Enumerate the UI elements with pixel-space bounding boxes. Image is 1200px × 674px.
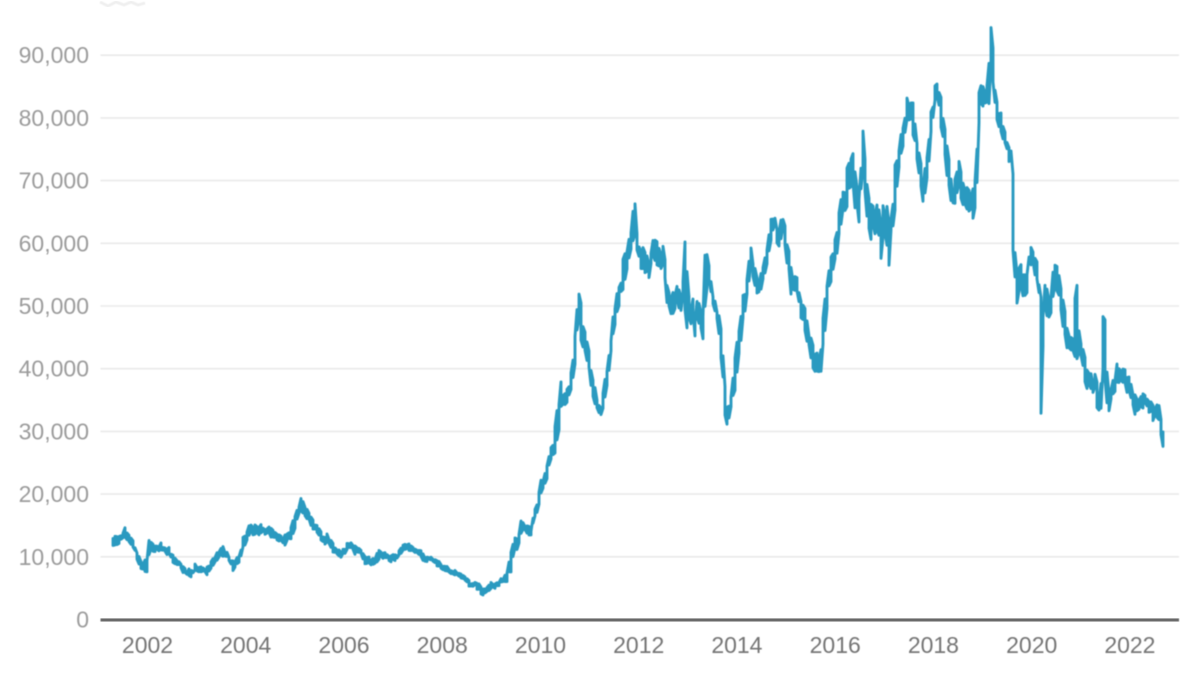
svg-text:70,000: 70,000 <box>19 168 89 194</box>
svg-text:60,000: 60,000 <box>19 230 89 256</box>
svg-text:2016: 2016 <box>810 632 861 658</box>
svg-text:90,000: 90,000 <box>19 42 89 68</box>
svg-text:10,000: 10,000 <box>19 544 89 570</box>
svg-text:2018: 2018 <box>908 632 959 658</box>
svg-text:2022: 2022 <box>1104 632 1155 658</box>
svg-text:2010: 2010 <box>515 632 566 658</box>
svg-text:20,000: 20,000 <box>19 481 89 507</box>
svg-text:2014: 2014 <box>711 632 762 658</box>
svg-text:2020: 2020 <box>1006 632 1057 658</box>
svg-text:2004: 2004 <box>220 632 271 658</box>
svg-text:0: 0 <box>76 607 89 633</box>
svg-text:2006: 2006 <box>318 632 369 658</box>
svg-text:50,000: 50,000 <box>19 293 89 319</box>
svg-text:2002: 2002 <box>122 632 173 658</box>
svg-text:2012: 2012 <box>613 632 664 658</box>
svg-text:30,000: 30,000 <box>19 418 89 444</box>
svg-text:40,000: 40,000 <box>19 356 89 382</box>
svg-text:80,000: 80,000 <box>19 105 89 131</box>
svg-text:2008: 2008 <box>417 632 468 658</box>
